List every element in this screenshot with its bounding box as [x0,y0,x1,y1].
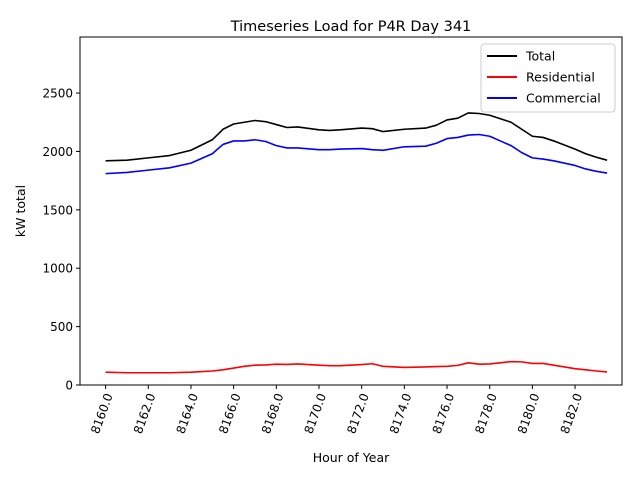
x-axis-label: Hour of Year [313,450,390,465]
series-lines [105,112,608,374]
y-tick-label: 1000 [42,262,73,276]
legend-label-commercial: Commercial [526,91,601,106]
plot-frame [79,36,623,386]
y-tick-label: 0 [65,379,73,393]
y-tick-label: 2000 [42,145,73,159]
y-tick-label: 2500 [42,87,73,101]
chart-title: Timeseries Load for P4R Day 341 [230,19,472,35]
series-line-total [105,112,608,162]
legend-box [480,43,616,113]
y-axis-ticks: 0 500 1000 1500 2000 2500 [42,87,80,393]
legend-label-total: Total [525,49,555,64]
legend: Total Residential Commercial [480,43,616,113]
y-tick-label: 500 [50,320,73,334]
legend-label-residential: Residential [526,70,595,85]
y-tick-label: 1500 [42,203,73,217]
series-line-residential [105,360,608,374]
series-line-commercial [105,133,608,175]
y-axis-label: kW total [13,185,28,237]
